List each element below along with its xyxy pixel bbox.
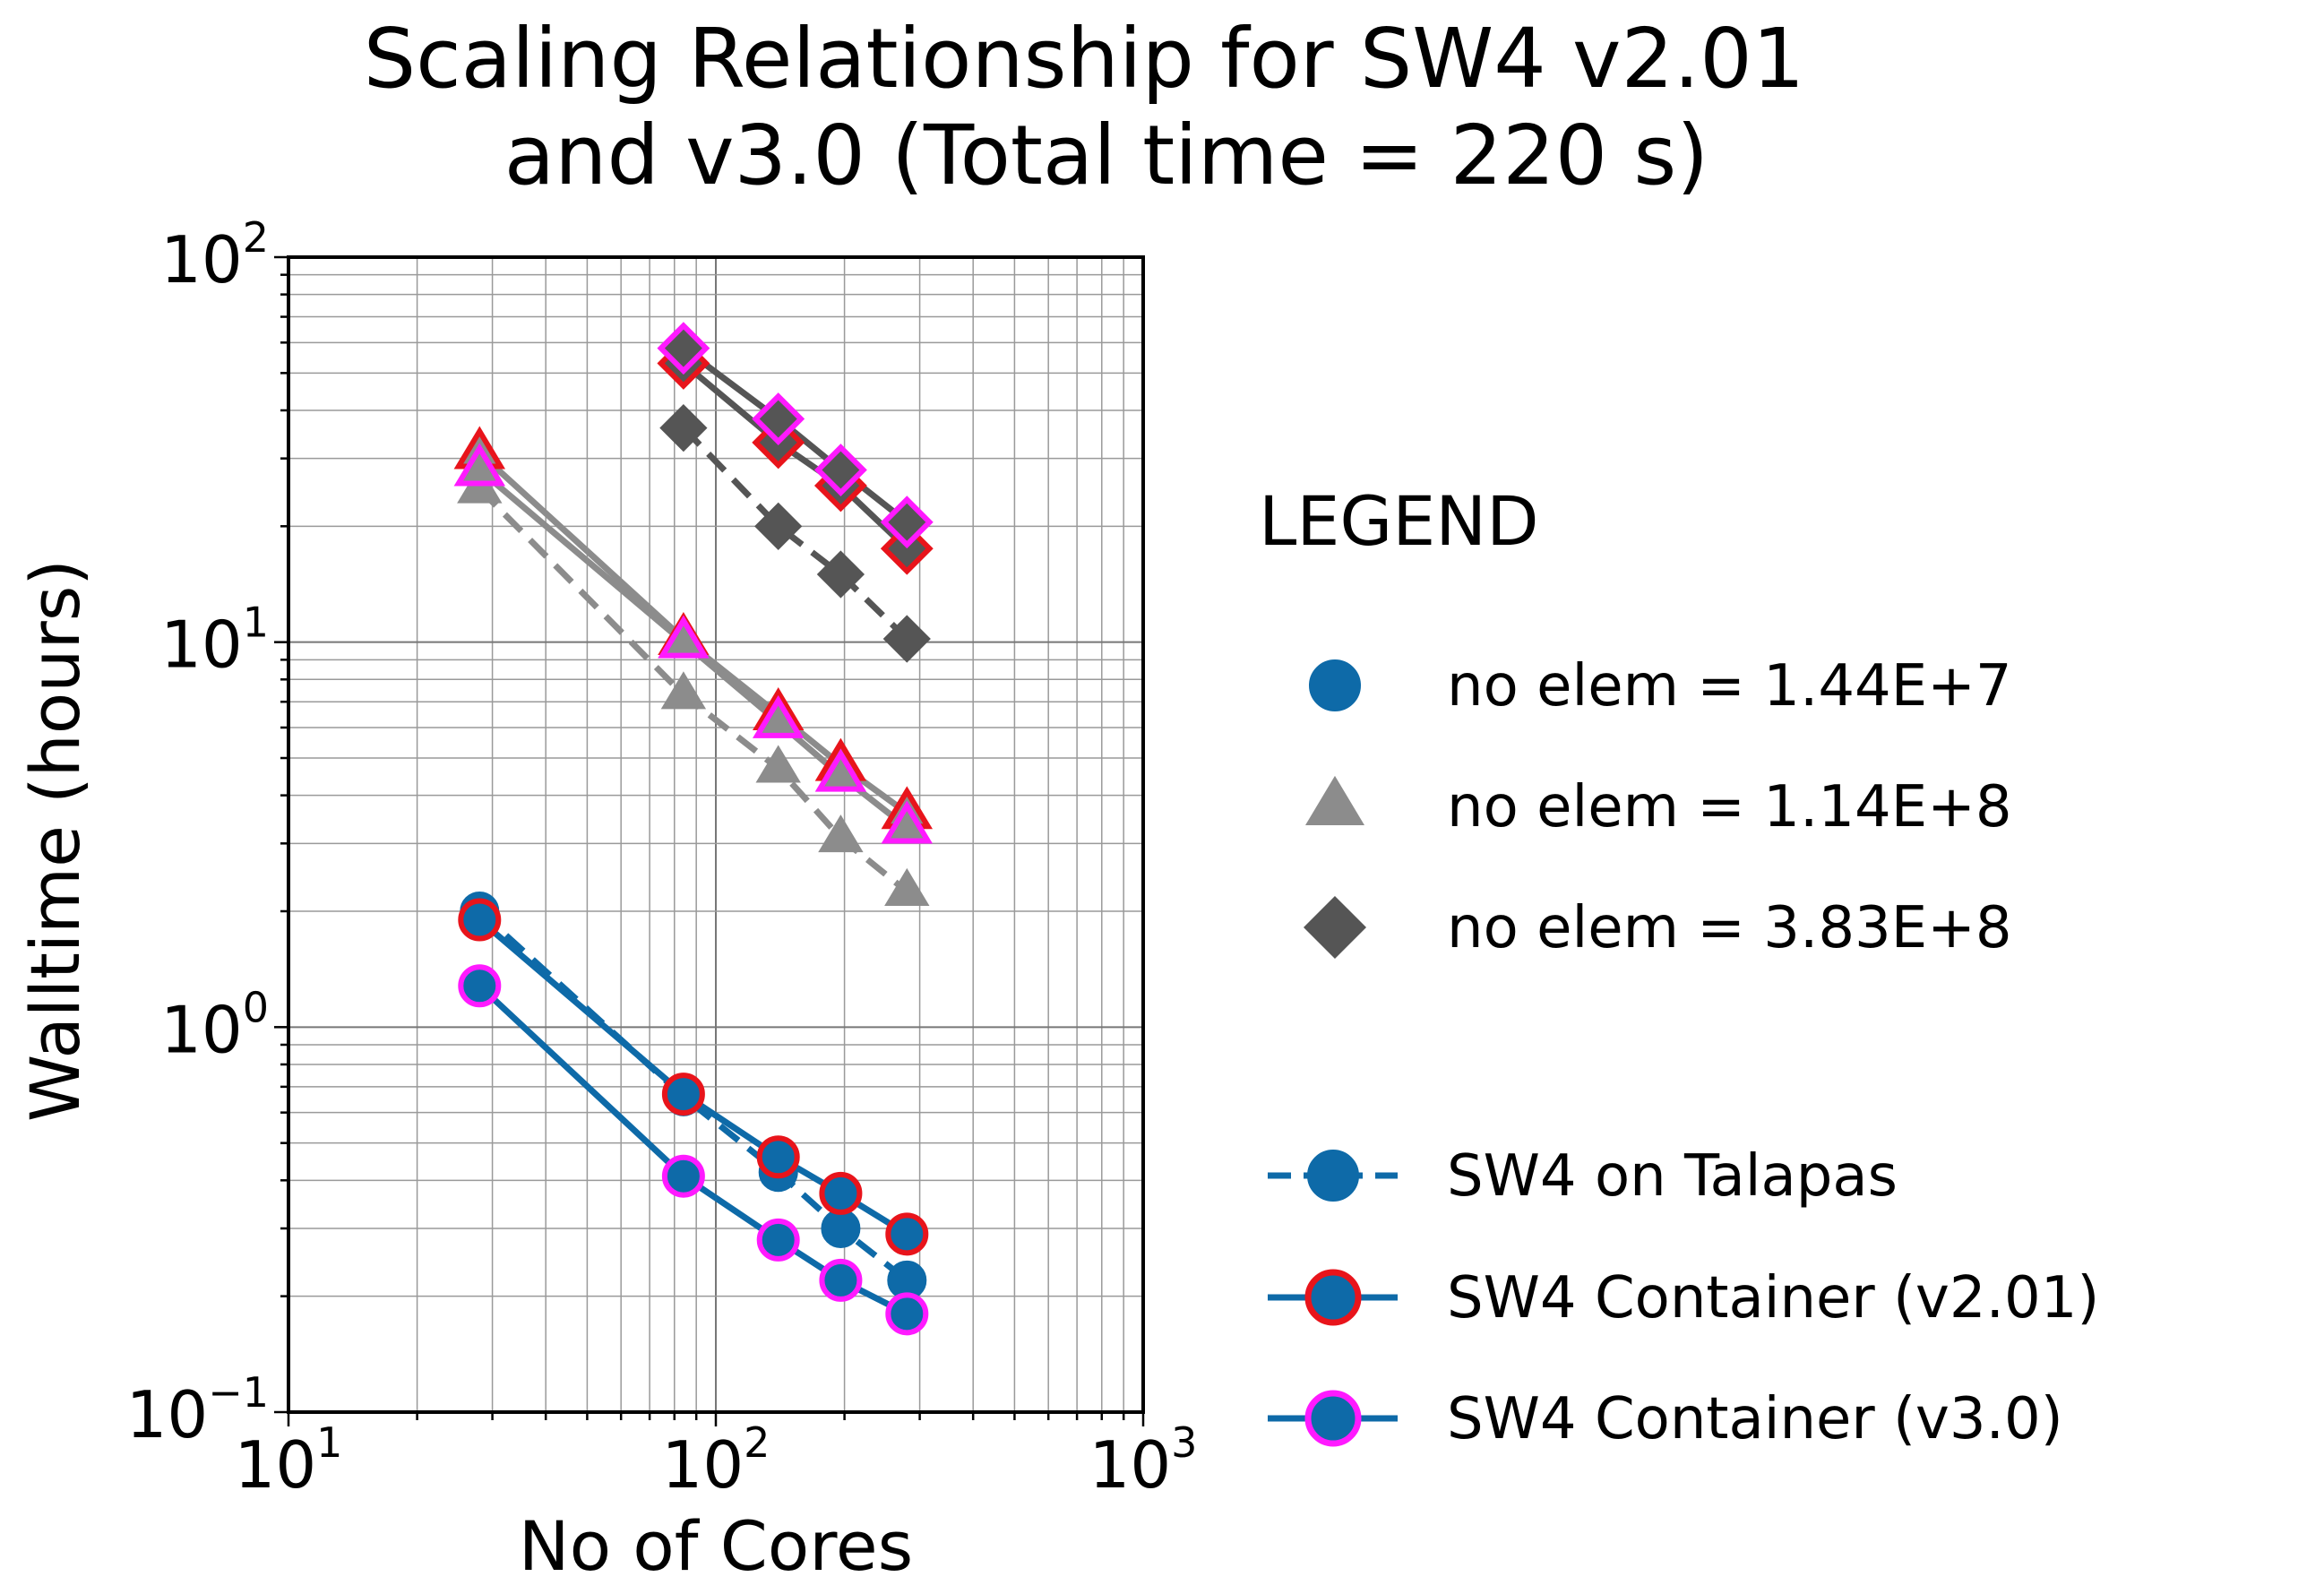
y-tick-label-exponent: 0: [243, 983, 269, 1031]
data-point-2-2: [756, 1218, 800, 1262]
data-point-1-3: [819, 1171, 863, 1215]
data-point-7-3: [880, 521, 934, 575]
legend: LEGEND no elem = 1.44E+7 no elem = 1.14E+…: [1259, 481, 2099, 1452]
chart-title-line-2: and v3.0 (Total time = 220 s): [504, 108, 1709, 203]
legend-style-marker: [1304, 1390, 1362, 1447]
legend-style-marker: [1307, 1150, 1359, 1202]
data-point-6-3: [882, 615, 931, 663]
series-line-8: [681, 345, 909, 525]
data-point-3-2: [755, 745, 801, 783]
data-point-5-4: [881, 800, 934, 844]
x-tick-label: 102: [662, 1418, 770, 1503]
legend-title: LEGEND: [1259, 481, 1539, 561]
x-tick-label-exponent: 1: [316, 1418, 342, 1467]
y-tick-label-base: 10: [160, 992, 243, 1067]
x-tick-labels: 101 102 103: [235, 1418, 1198, 1503]
legend-marker-triangle: [1305, 775, 1364, 825]
series-line-7: [681, 360, 909, 551]
x-tick-label-exponent: 3: [1171, 1418, 1197, 1467]
data-point-5-3: [814, 748, 867, 792]
data-point-8-3: [880, 495, 934, 549]
y-axis-label: Walltime (hours): [15, 559, 95, 1122]
legend-marker-circle: [1309, 659, 1361, 711]
data-point-3-1: [660, 671, 707, 710]
x-tick-label-exponent: 2: [744, 1418, 770, 1467]
x-tick-label: 103: [1089, 1418, 1198, 1503]
data-point-3-4: [884, 867, 930, 906]
y-tick-label-base: 10: [126, 1377, 209, 1452]
data-point-0-3: [821, 1208, 861, 1248]
data-point-3-3: [818, 814, 864, 853]
legend-label: no elem = 3.83E+8: [1447, 895, 2012, 961]
y-tick-label: 10−1: [126, 1368, 269, 1452]
y-tick-label: 102: [160, 213, 269, 297]
legend-label: no elem = 1.44E+7: [1447, 653, 2012, 719]
series-line-6: [681, 426, 909, 642]
legend-entries: no elem = 1.44E+7 no elem = 1.14E+8 no ele…: [1268, 653, 2099, 1452]
data-point-5-2: [752, 694, 805, 738]
data-point-8-2: [813, 444, 867, 496]
y-tick-label-exponent: 2: [243, 213, 269, 262]
data-point-8-1: [752, 392, 805, 445]
legend-marker-diamond: [1303, 895, 1367, 960]
legend-style-marker: [1304, 1269, 1362, 1326]
x-tick-label-base: 10: [662, 1427, 745, 1503]
data-point-8-0: [657, 322, 710, 375]
data-point-6-2: [816, 550, 865, 599]
x-tick-label-base: 10: [235, 1427, 317, 1503]
y-tick-label-base: 10: [160, 607, 243, 683]
data-point-2-3: [819, 1258, 863, 1302]
data-point-5-1: [658, 615, 710, 659]
x-axis-label: No of Cores: [519, 1506, 913, 1586]
y-tick-label: 100: [160, 983, 269, 1067]
data-point-2-0: [458, 964, 502, 1008]
axis-ticks: [274, 255, 1145, 1426]
data-point-2-4: [885, 1292, 929, 1336]
data-point-6-0: [659, 404, 708, 452]
legend-label: SW4 Container (v3.0): [1447, 1386, 2063, 1452]
y-tick-label-exponent: 1: [243, 599, 269, 647]
data-point-1-4: [885, 1212, 929, 1256]
legend-label: SW4 Container (v2.01): [1447, 1265, 2099, 1331]
data-point-5-0: [453, 443, 506, 487]
series-markers: [453, 322, 934, 1336]
y-tick-label-exponent: −1: [208, 1368, 269, 1417]
data-point-1-2: [756, 1135, 800, 1179]
data-point-1-0: [458, 898, 502, 942]
grid-lines: [288, 257, 1143, 1412]
y-tick-label: 101: [160, 599, 269, 683]
y-tick-label-base: 10: [160, 222, 243, 297]
data-point-1-1: [661, 1073, 705, 1116]
x-tick-label-base: 10: [1089, 1427, 1172, 1503]
chart-title: Scaling Relationship for SW4 v2.01 and v…: [364, 11, 1805, 203]
x-tick-label: 101: [235, 1418, 343, 1503]
chart-title-line-1: Scaling Relationship for SW4 v2.01: [364, 11, 1805, 107]
data-point-6-1: [754, 502, 803, 550]
legend-label: no elem = 1.14E+8: [1447, 774, 2012, 840]
data-point-2-1: [661, 1154, 705, 1198]
legend-label: SW4 on Talapas: [1447, 1143, 1898, 1210]
